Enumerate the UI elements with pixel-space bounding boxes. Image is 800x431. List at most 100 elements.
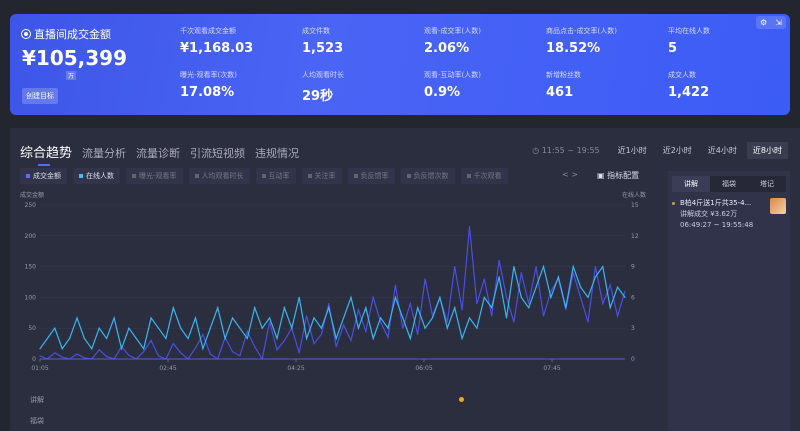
tab-2[interactable]: 流量诊断	[136, 147, 181, 160]
data-point	[587, 296, 589, 298]
metric-chip[interactable]: 负反馈率	[347, 168, 395, 184]
data-point	[106, 355, 108, 358]
chip-dot-icon	[406, 174, 411, 178]
side-tab[interactable]: 塔记	[760, 180, 774, 188]
data-point	[180, 352, 182, 354]
data-point	[402, 317, 404, 319]
data-point	[76, 353, 78, 355]
data-point	[528, 302, 530, 305]
data-point	[343, 324, 345, 326]
metric: 成交人数 1,422	[668, 70, 709, 100]
data-point	[602, 266, 604, 268]
metric: 人均观看时长 29秒	[302, 70, 344, 104]
data-point	[394, 296, 397, 298]
data-point	[402, 327, 404, 329]
tab-4[interactable]: 违规情况	[255, 147, 300, 160]
y-tick-left: 0	[32, 356, 36, 363]
chip-dot-icon	[132, 174, 136, 178]
series-line-0	[39, 226, 626, 361]
data-point	[609, 307, 611, 309]
data-point	[157, 327, 160, 329]
data-point	[157, 355, 160, 357]
metric-chip[interactable]: 在线人数	[73, 168, 120, 184]
time-range-value: 11:55 ~ 19:55	[541, 146, 600, 155]
metric-chip[interactable]: 曝光-观看率	[126, 168, 183, 184]
data-point	[83, 357, 86, 359]
x-tick-label: 01:05	[31, 365, 48, 372]
data-point	[542, 266, 545, 268]
data-point	[350, 296, 352, 298]
data-point	[46, 337, 49, 340]
range-button[interactable]: 近4小时	[707, 146, 737, 155]
metric-chip[interactable]: 互动率	[255, 168, 296, 184]
data-point	[276, 349, 278, 351]
data-point	[424, 278, 426, 280]
metric-chip[interactable]: 千次观看	[460, 168, 508, 184]
tab-3[interactable]: 引流短视频	[190, 147, 246, 160]
range-button[interactable]: 近1小时	[617, 146, 647, 155]
tab-0[interactable]: 综合趋势	[20, 142, 72, 166]
tab-bar: 综合趋势 流量分析 流量诊断 引流短视频 违规情况	[20, 142, 300, 166]
data-point	[594, 276, 596, 278]
create-goal-button[interactable]: 创建目标	[22, 88, 58, 104]
chip-nav-buttons[interactable]: < >	[562, 170, 578, 179]
metric-chip[interactable]: 成交金额	[20, 168, 67, 184]
data-point	[565, 307, 567, 309]
series-line-1	[39, 264, 626, 351]
y-tick-left: 200	[25, 233, 37, 240]
data-point	[39, 348, 41, 350]
item-time: 06:49:27 ~ 19:55:48	[680, 221, 754, 229]
chip-label: 互动率	[268, 172, 290, 180]
data-point	[409, 337, 411, 340]
explain-item[interactable]: B柏4斤送1斤共35-4... 讲解成交 ¥3.62万 06:49:27 ~ 1…	[672, 198, 786, 231]
data-point	[150, 317, 152, 319]
data-point	[387, 336, 389, 339]
metric-chip[interactable]: 人均观看时长	[188, 168, 250, 184]
data-point	[202, 348, 204, 350]
data-point	[446, 327, 448, 329]
hero-title-text: 直播间成交金额	[34, 28, 111, 41]
data-point	[505, 296, 508, 298]
metric: 新增粉丝数 461	[546, 70, 581, 100]
settings-icon[interactable]: ⚙	[760, 18, 768, 27]
data-point	[150, 339, 152, 342]
data-point	[313, 343, 315, 345]
data-point	[454, 307, 456, 309]
data-point	[113, 317, 115, 319]
metric-value: 29秒	[302, 89, 334, 104]
side-tab[interactable]: 讲解	[672, 176, 710, 192]
x-tick-label: 06:05	[415, 365, 432, 372]
side-tab[interactable]: 福袋	[722, 180, 736, 188]
data-point	[380, 317, 382, 319]
data-point	[565, 309, 567, 311]
metric-config-button[interactable]: ▣ 指标配置	[597, 171, 640, 180]
data-point	[550, 296, 552, 298]
chip-dot-icon	[353, 174, 358, 178]
data-point	[394, 284, 397, 286]
data-point	[572, 272, 574, 274]
data-point	[365, 330, 367, 332]
metric-chip[interactable]: 负反馈次数	[400, 168, 455, 184]
metric-chip[interactable]: 关注率	[301, 168, 342, 184]
side-panel: 讲解 福袋 塔记 B柏4斤送1斤共35-4... 讲解成交 ¥3.62万 06:49…	[668, 171, 790, 431]
chip-label: 负反馈率	[360, 172, 389, 180]
expand-icon[interactable]: ⇲	[775, 18, 782, 27]
range-button[interactable]: 近8小时	[746, 142, 788, 159]
explain-marker[interactable]	[459, 397, 464, 402]
lane-label-bag: 福袋	[30, 417, 44, 425]
range-button[interactable]: 近2小时	[662, 146, 692, 155]
data-point	[291, 327, 293, 329]
data-point	[172, 307, 174, 309]
data-point	[446, 321, 448, 323]
metric: 曝光-观看率(次数) 17.08%	[180, 70, 237, 100]
chip-label: 在线人数	[86, 172, 114, 180]
data-point	[76, 317, 78, 319]
trend-panel: 综合趋势 流量分析 流量诊断 引流短视频 违规情况 ◷ 11:55 ~ 19:55 近1…	[10, 128, 800, 431]
tab-1[interactable]: 流量分析	[82, 147, 127, 160]
data-point	[165, 337, 167, 340]
chip-label: 负反馈次数	[413, 172, 449, 180]
left-axis-label: 成交金额	[20, 191, 44, 199]
data-point	[320, 327, 322, 329]
item-title: B柏4斤送1斤共35-4...	[680, 199, 752, 207]
product-thumbnail	[770, 198, 786, 214]
